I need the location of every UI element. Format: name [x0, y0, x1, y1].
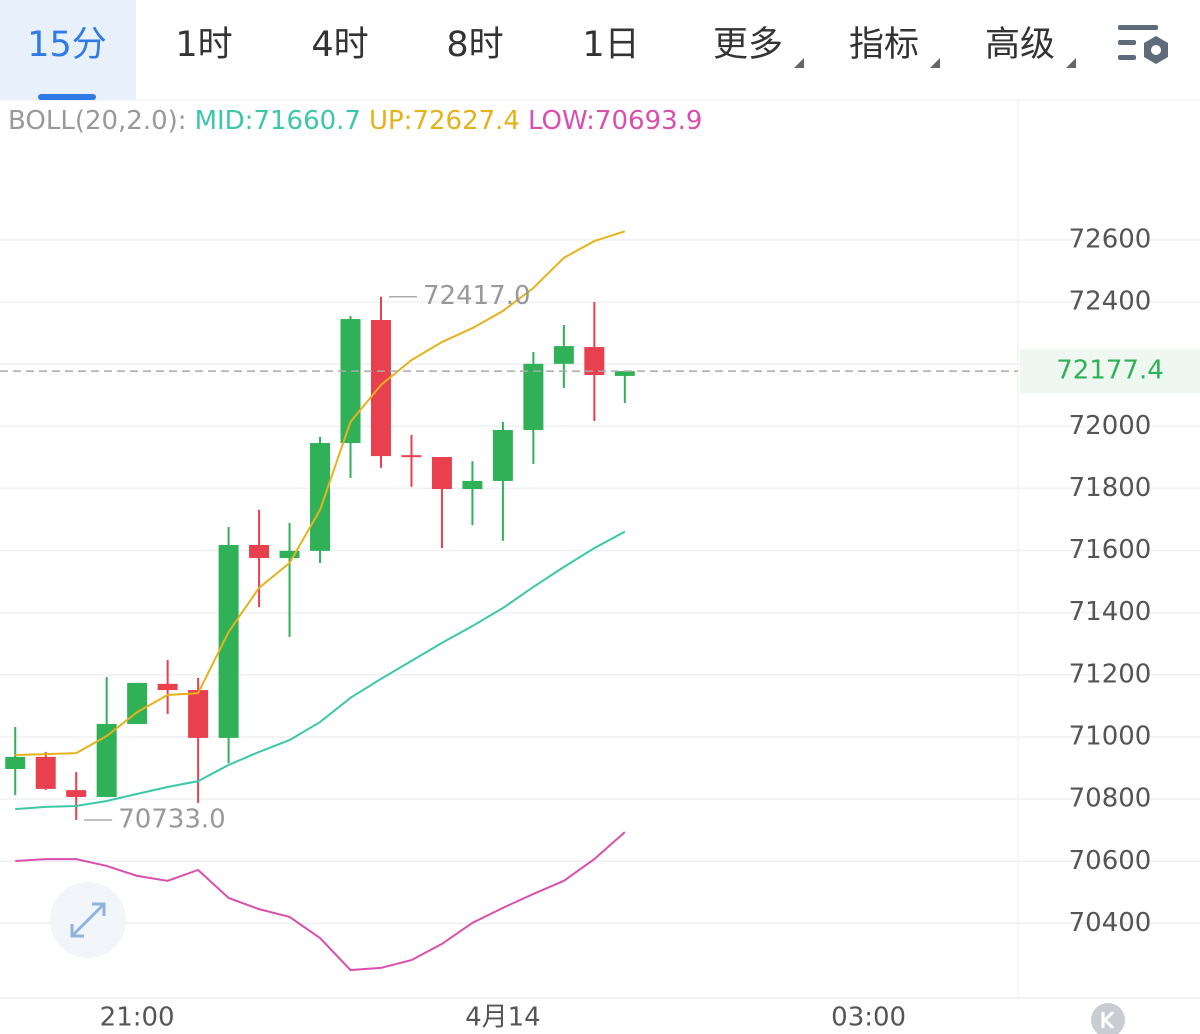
expand-button[interactable] — [50, 882, 126, 958]
icon-bar — [1118, 25, 1158, 30]
dropdown-caret — [1066, 58, 1076, 68]
k-icon — [1101, 1010, 1115, 1030]
candle-body — [401, 455, 422, 458]
candle-body — [66, 790, 87, 797]
candle-body — [553, 346, 574, 364]
annotation: 70733.0 — [118, 804, 226, 834]
tab[interactable]: 15分 — [27, 25, 107, 65]
legend-item: MID:71660.7 — [195, 106, 361, 136]
candle-body — [523, 363, 544, 430]
y-tick-label: 72400 — [1069, 286, 1152, 316]
boll-line — [15, 831, 626, 972]
k-button[interactable] — [1091, 1003, 1125, 1034]
y-tick-label: 72600 — [1069, 224, 1152, 254]
y-tick-label: 70400 — [1069, 908, 1152, 938]
candle-body — [157, 683, 178, 691]
legend-item: LOW:70693.9 — [528, 106, 702, 136]
candle-body — [614, 371, 635, 376]
candle-body — [584, 347, 605, 375]
icon-hole — [1151, 45, 1161, 55]
y-tick-label: 70800 — [1069, 784, 1152, 814]
icon-bar — [1118, 55, 1136, 60]
x-tick-label: 4月14 — [465, 1003, 541, 1033]
tab[interactable]: 1日 — [582, 25, 639, 65]
tab[interactable]: 指标 — [849, 25, 919, 65]
candle-body — [492, 429, 513, 481]
candle-body — [127, 682, 148, 724]
tab-indicator — [38, 94, 96, 100]
dropdown-caret — [794, 58, 804, 68]
candle-body — [5, 756, 26, 769]
tab[interactable]: 8时 — [446, 25, 503, 65]
dropdown-caret — [930, 58, 940, 68]
legend-item: UP:72627.4 — [369, 106, 520, 136]
expand-icon — [70, 902, 106, 938]
boll-line — [15, 230, 626, 757]
x-tick-label: 21:00 — [100, 1003, 175, 1033]
candle-body — [96, 723, 117, 797]
candle-body — [218, 544, 239, 738]
tab-selected-bg — [0, 0, 136, 100]
legend: BOLL(20,2.0): MID:71660.7 UP:72627.4 LOW:70… — [8, 106, 702, 136]
y-tick-label: 71200 — [1069, 659, 1152, 689]
annotation: 72417.0 — [423, 281, 531, 311]
candle-body — [340, 319, 361, 444]
tab[interactable]: 4时 — [311, 25, 368, 65]
y-tick-label: 71000 — [1069, 721, 1152, 751]
candle-body — [35, 756, 56, 789]
y-tick-label: 71800 — [1069, 473, 1152, 503]
candle-body — [431, 457, 452, 490]
settings-icon[interactable] — [1118, 25, 1168, 64]
last-price-label: 72177.4 — [1056, 356, 1164, 386]
tab[interactable]: 更多 — [713, 25, 783, 65]
candle-body — [462, 480, 483, 490]
legend-item: BOLL(20,2.0): — [8, 106, 187, 136]
x-tick-label: 03:00 — [831, 1003, 906, 1033]
candle-body — [279, 550, 300, 559]
tab[interactable]: 1时 — [175, 25, 232, 65]
icon-bar — [1118, 40, 1136, 45]
y-tick-label: 71400 — [1069, 597, 1152, 627]
candle-body — [188, 690, 209, 738]
last-price-bg — [1020, 349, 1200, 394]
candle-body — [249, 544, 270, 559]
y-tick-label: 71600 — [1069, 535, 1152, 565]
tab[interactable]: 高级 — [985, 25, 1055, 65]
boll-line — [15, 530, 626, 811]
y-tick-label: 72000 — [1069, 411, 1152, 441]
candle-body — [310, 443, 331, 551]
candle-body — [370, 319, 391, 457]
y-tick-label: 70600 — [1069, 846, 1152, 876]
